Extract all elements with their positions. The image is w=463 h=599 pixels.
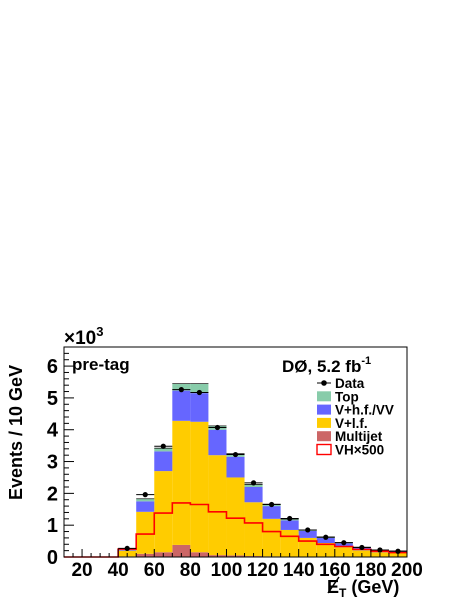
x-axis-title-unit: (GeV): [346, 577, 399, 597]
y-tick-label: 3: [47, 452, 58, 474]
y-tick-label: 0: [47, 547, 58, 569]
bar-v-l-f: [136, 511, 155, 554]
data-point: [305, 527, 311, 533]
data-point: [287, 515, 293, 522]
y-tick-label: 4: [47, 420, 59, 442]
experiment-label: DØ, 5.2 fb-1: [282, 355, 371, 376]
pre-tag-label: pre-tag: [72, 355, 130, 374]
legend-label-v-l-f: V+l.f.: [335, 416, 368, 431]
bar-top: [154, 448, 173, 452]
y-multiplier-exp: 3: [96, 324, 103, 339]
signal-step-line: [64, 502, 407, 558]
legend-label-v-h-f-vv: V+h.f./VV: [335, 403, 394, 418]
data-point: [377, 547, 383, 553]
legend-swatch-vh-500: [316, 443, 332, 456]
data-point: [250, 480, 257, 486]
bar-v-h-f-vv: [280, 520, 299, 530]
data-points: [118, 387, 407, 554]
data-point: [341, 540, 347, 546]
bar-v-h-f-vv: [136, 501, 155, 512]
bar-v-h-f-vv: [298, 530, 317, 538]
y-tick-label: 5: [47, 388, 58, 410]
bar-v-h-f-vv: [316, 537, 335, 543]
data-point: [323, 534, 329, 540]
bar-multijet: [172, 544, 191, 557]
bar-top: [190, 383, 209, 394]
legend-swatch-v-l-f: [317, 417, 331, 428]
x-tick-label: 60: [144, 560, 165, 581]
bar-v-h-f-vv: [262, 506, 281, 519]
x-tick-label: 100: [211, 560, 243, 581]
bar-v-l-f: [208, 455, 227, 556]
x-axis-title-slash: [327, 576, 340, 594]
y-axis-title: Events / 10 GeV: [6, 365, 26, 500]
x-axis-title-sub: T: [339, 586, 347, 599]
bar-v-l-f: [226, 477, 245, 556]
bar-v-l-f: [172, 420, 191, 545]
bar-v-h-f-vv: [244, 487, 263, 503]
data-point: [395, 548, 401, 554]
y-tick-label: 2: [47, 483, 58, 505]
bar-v-l-f: [244, 502, 263, 557]
x-tick-label: 120: [247, 560, 279, 581]
data-point: [160, 443, 166, 449]
bar-v-h-f-vv: [226, 456, 245, 478]
bar-v-h-f-vv: [208, 429, 227, 456]
bar-v-l-f: [334, 547, 353, 557]
legend-label-multijet: Multijet: [335, 429, 383, 444]
data-point: [232, 451, 239, 458]
bar-v-h-f-vv: [154, 451, 173, 472]
data-point: [196, 389, 202, 396]
x-tick-label: 20: [71, 560, 92, 581]
legend-label-data: Data: [335, 376, 365, 391]
y-multiplier-base: ×10: [64, 328, 96, 349]
data-point: [359, 544, 365, 551]
legend-swatch-top: [317, 391, 331, 402]
legend-marker-data: [321, 380, 327, 386]
bar-v-h-f-vv: [172, 390, 191, 421]
bar-v-l-f: [280, 529, 299, 557]
x-tick-label: 140: [283, 560, 315, 581]
legend-label-vh-500: VH×500: [335, 443, 384, 458]
bar-v-l-f: [154, 471, 173, 553]
x-tick-label: 180: [355, 560, 387, 581]
y-tick-label: 1: [47, 515, 58, 537]
x-tick-label: 80: [180, 560, 201, 581]
legend-label-top: Top: [335, 389, 359, 404]
x-axis-title: ET (GeV): [327, 577, 399, 599]
x-tick-label: 200: [391, 560, 423, 581]
data-point: [214, 424, 221, 431]
bar-v-h-f-vv: [190, 393, 209, 422]
x-tick-label: 160: [319, 560, 351, 581]
bar-top: [136, 498, 155, 502]
bar-v-l-f: [190, 421, 209, 553]
experiment-label-sup: -1: [361, 355, 371, 367]
data-point: [178, 387, 184, 393]
axes: 0 1 2 3 4 5 6 20 40 60 80 100 120 140 160 180 200: [47, 346, 423, 581]
experiment-label-main: DØ, 5.2 fb: [282, 357, 361, 376]
data-point: [269, 501, 275, 508]
signal-line: [64, 502, 407, 558]
legend-swatch-multijet: [317, 431, 331, 442]
y-multiplier: ×103: [64, 324, 103, 349]
data-point: [142, 492, 148, 498]
legend-swatch-v-h-f-vv: [317, 404, 331, 415]
bar-top: [244, 484, 263, 487]
bar-v-l-f: [262, 518, 281, 557]
bar-v-l-f: [316, 543, 335, 557]
bar-v-l-f: [298, 537, 317, 557]
data-point: [124, 545, 130, 552]
y-tick-label: 6: [47, 356, 58, 378]
x-tick-label: 40: [108, 560, 129, 581]
